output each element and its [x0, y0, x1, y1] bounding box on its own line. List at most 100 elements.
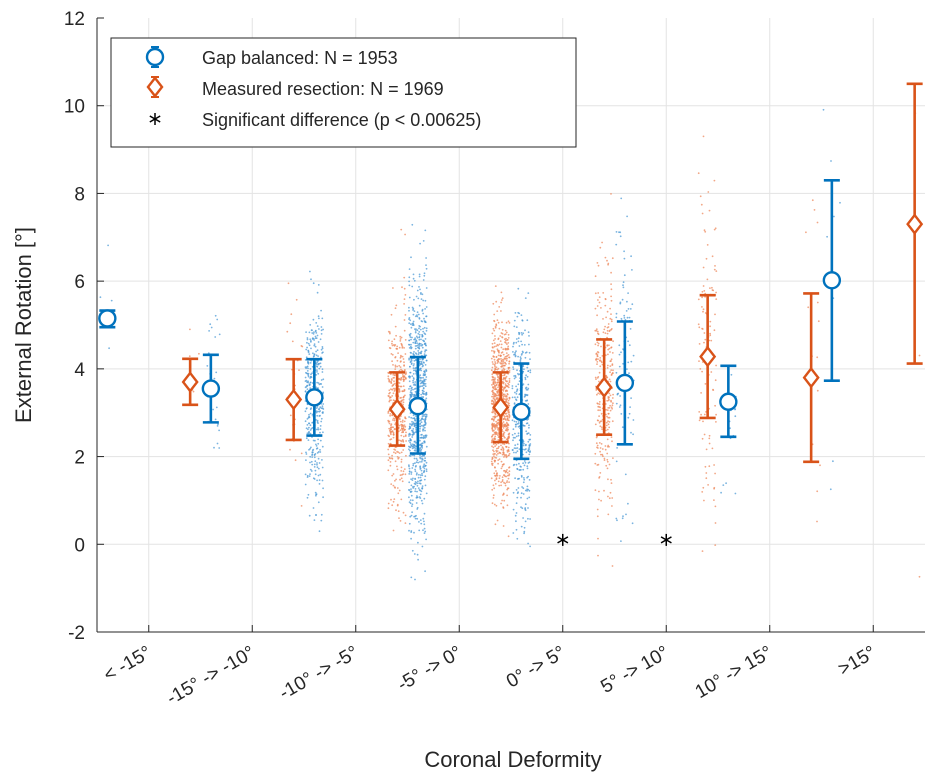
jitter-point [392, 387, 395, 390]
jitter-point [503, 393, 506, 396]
jitter-point [714, 227, 717, 230]
jitter-point [816, 356, 819, 359]
jitter-point [404, 369, 406, 371]
jitter-point [607, 478, 609, 481]
jitter-point [387, 448, 390, 451]
jitter-point [389, 391, 391, 394]
jitter-point [502, 353, 505, 356]
jitter-point [394, 356, 397, 358]
jitter-point [408, 435, 410, 437]
jitter-point [515, 421, 518, 423]
jitter-point [516, 315, 519, 318]
jitter-point [311, 332, 314, 334]
jitter-point [402, 380, 405, 383]
jitter-point [422, 429, 424, 432]
jitter-point [701, 437, 704, 440]
jitter-point [398, 388, 401, 390]
jitter-point [419, 377, 422, 379]
jitter-point [504, 384, 507, 387]
jitter-point [606, 428, 609, 431]
jitter-point [421, 545, 424, 548]
jitter-point [318, 328, 320, 330]
jitter-point [610, 295, 612, 298]
jitter-point [405, 378, 407, 380]
jitter-point [425, 397, 428, 400]
jitter-point [523, 477, 525, 479]
jitter-point [494, 377, 496, 379]
jitter-point [315, 494, 317, 497]
jitter-point [502, 360, 505, 363]
jitter-point [399, 520, 402, 522]
jitter-point [496, 474, 499, 477]
jitter-point [394, 364, 397, 367]
jitter-point [421, 389, 424, 392]
jitter-point [518, 345, 521, 347]
jitter-point [315, 332, 318, 334]
jitter-point [523, 442, 525, 445]
jitter-point [309, 368, 312, 370]
jitter-point [410, 387, 413, 390]
jitter-point [401, 421, 404, 423]
jitter-point [404, 522, 407, 524]
jitter-point [309, 324, 312, 326]
jitter-point [826, 235, 828, 238]
jitter-point [516, 467, 519, 470]
jitter-point [410, 490, 413, 493]
jitter-point [608, 398, 610, 401]
jitter-point [611, 420, 614, 423]
jitter-point [599, 447, 602, 449]
jitter-point [305, 453, 308, 455]
jitter-point [528, 496, 531, 499]
jitter-point [425, 445, 428, 448]
jitter-point [603, 328, 606, 331]
jitter-point [416, 336, 419, 339]
jitter-point [507, 399, 510, 402]
jitter-point [523, 532, 525, 535]
jitter-point [418, 364, 421, 367]
jitter-point [423, 497, 426, 500]
jitter-point [291, 340, 294, 343]
jitter-point [505, 419, 507, 421]
jitter-point [495, 504, 498, 507]
jitter-point [520, 496, 522, 499]
jitter-point [501, 364, 504, 366]
jitter-point [619, 302, 622, 305]
jitter-point [215, 371, 218, 374]
jitter-point [403, 388, 406, 391]
jitter-point [520, 340, 522, 343]
jitter-point [415, 340, 418, 342]
jitter-point [595, 378, 597, 380]
jitter-point [320, 348, 323, 351]
jitter-point [307, 361, 310, 364]
jitter-point [317, 372, 320, 375]
jitter-point [396, 465, 398, 468]
jitter-point [320, 420, 323, 423]
jitter-point [403, 361, 405, 364]
jitter-point [494, 412, 497, 415]
jitter-point [594, 489, 597, 492]
jitter-point [517, 337, 520, 340]
jitter-point [423, 512, 426, 515]
jitter-point [501, 438, 504, 440]
jitter-point [320, 379, 323, 381]
jitter-point [493, 369, 496, 372]
jitter-point [505, 331, 508, 334]
jitter-point [502, 421, 505, 423]
jitter-point [418, 351, 420, 354]
jitter-point [394, 460, 397, 463]
jitter-point [391, 385, 394, 387]
jitter-point [408, 467, 411, 470]
jitter-point [507, 402, 510, 404]
jitter-point [389, 332, 391, 335]
jitter-point [628, 344, 631, 347]
jitter-point [819, 464, 821, 467]
jitter-point [491, 411, 493, 414]
jitter-point [514, 312, 517, 314]
jitter-point [596, 419, 599, 422]
jitter-point [320, 309, 322, 312]
jitter-point [409, 371, 412, 374]
jitter-point [319, 439, 322, 442]
jitter-point [416, 315, 419, 318]
jitter-point [387, 507, 390, 510]
jitter-point [607, 326, 610, 328]
